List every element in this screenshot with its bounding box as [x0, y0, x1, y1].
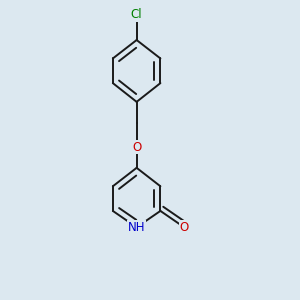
Text: Cl: Cl — [131, 8, 142, 21]
Text: O: O — [132, 140, 141, 154]
Text: NH: NH — [128, 221, 146, 234]
Text: O: O — [180, 221, 189, 234]
